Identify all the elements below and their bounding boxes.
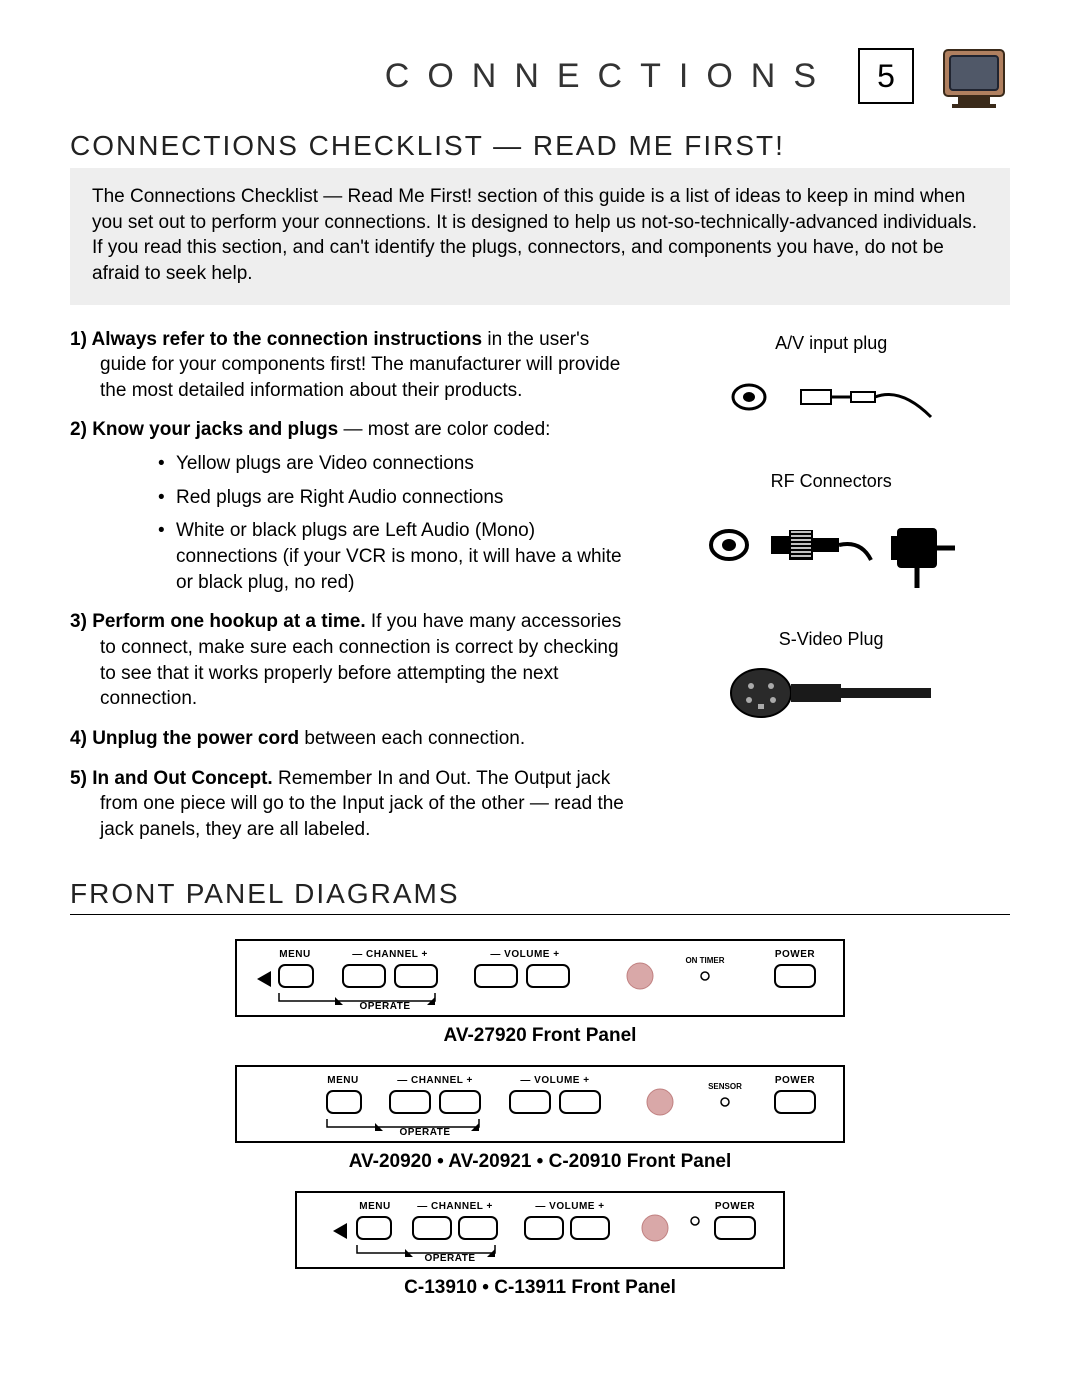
svg-text:— VOLUME +: — VOLUME +: [520, 1075, 589, 1086]
checklist-item-num: 4): [70, 728, 87, 749]
svg-text:OPERATE: OPERATE: [359, 1001, 410, 1012]
av-plug-icon: [721, 362, 941, 432]
page-number: 5: [877, 58, 895, 95]
svg-text:SENSOR: SENSOR: [708, 1082, 742, 1091]
svg-text:ON TIMER: ON TIMER: [685, 956, 724, 965]
svg-text:— CHANNEL +: — CHANNEL +: [397, 1075, 473, 1086]
plug-illustrations: A/V input plug RF Connectors: [652, 327, 1010, 857]
checklist-item-bold: In and Out Concept.: [92, 768, 273, 789]
front-panel-section: FRONT PANEL DIAGRAMS MENU — CHANNEL + — …: [70, 878, 1010, 1299]
checklist-item-1: 1) Always refer to the connection instru…: [70, 327, 624, 404]
checklist-item-3: 3) Perform one hookup at a time. If you …: [70, 609, 624, 712]
section-rule: [70, 914, 1010, 915]
checklist-item-bold: Perform one hookup at a time.: [92, 611, 365, 632]
panel-av27920-diagram: MENU — CHANNEL + — VOLUME + ON TIMER POW…: [235, 939, 845, 1017]
checklist-item-bold: Always refer to the connection instructi…: [91, 329, 482, 350]
panel-av20920: MENU — CHANNEL + — VOLUME + SENSOR POWER…: [70, 1065, 1010, 1173]
svg-text:— CHANNEL +: — CHANNEL +: [352, 949, 428, 960]
sublist-item: Yellow plugs are Video connections: [158, 451, 624, 477]
checklist-item-num: 3): [70, 611, 87, 632]
panel-c13910: MENU — CHANNEL + — VOLUME + POWER OPERAT…: [70, 1191, 1010, 1299]
page-header-title: CONNECTIONS: [385, 57, 834, 96]
checklist-heading: CONNECTIONS CHECKLIST — READ ME FIRST!: [70, 130, 1010, 162]
svg-text:MENU: MENU: [327, 1075, 358, 1086]
svg-text:POWER: POWER: [775, 1075, 816, 1086]
page-number-box: 5: [858, 48, 914, 104]
svg-text:POWER: POWER: [775, 949, 816, 960]
svg-text:— VOLUME +: — VOLUME +: [535, 1201, 604, 1212]
svideo-plug-icon: [721, 658, 941, 728]
sublist-item: White or black plugs are Left Audio (Mon…: [158, 518, 624, 595]
svg-text:— CHANNEL +: — CHANNEL +: [417, 1201, 493, 1212]
front-panel-heading: FRONT PANEL DIAGRAMS: [70, 878, 1010, 910]
checklist-intro: The Connections Checklist — Read Me Firs…: [70, 168, 1010, 305]
checklist-left-col: 1) Always refer to the connection instru…: [70, 327, 624, 857]
panel-av20920-diagram: MENU — CHANNEL + — VOLUME + SENSOR POWER…: [235, 1065, 845, 1143]
svg-text:OPERATE: OPERATE: [424, 1253, 475, 1264]
panel-caption: C-13910 • C-13911 Front Panel: [70, 1277, 1010, 1299]
checklist-item-num: 2): [70, 419, 87, 440]
rf-plug-label: RF Connectors: [652, 471, 1010, 492]
checklist-item-num: 1): [70, 329, 87, 350]
checklist-item-bold: Unplug the power cord: [92, 728, 299, 749]
checklist-item-rest: — most are color coded:: [338, 419, 550, 440]
panel-av27920: MENU — CHANNEL + — VOLUME + ON TIMER POW…: [70, 939, 1010, 1047]
panel-caption: AV-27920 Front Panel: [70, 1025, 1010, 1047]
checklist-item-4: 4) Unplug the power cord between each co…: [70, 726, 624, 752]
checklist-item-5: 5) In and Out Concept. Remember In and O…: [70, 766, 624, 843]
checklist-item-rest: between each connection.: [299, 728, 525, 749]
tv-icon: [938, 40, 1010, 112]
svg-text:— VOLUME +: — VOLUME +: [490, 949, 559, 960]
panel-c13910-diagram: MENU — CHANNEL + — VOLUME + POWER OPERAT…: [295, 1191, 785, 1269]
sublist-item: Red plugs are Right Audio connections: [158, 485, 624, 511]
svideo-plug-label: S-Video Plug: [652, 629, 1010, 650]
checklist-item-2: 2) Know your jacks and plugs — most are …: [70, 417, 624, 595]
av-plug-label: A/V input plug: [652, 333, 1010, 354]
svg-text:OPERATE: OPERATE: [399, 1127, 450, 1138]
svg-text:MENU: MENU: [279, 949, 310, 960]
checklist-section: CONNECTIONS CHECKLIST — READ ME FIRST! T…: [70, 130, 1010, 856]
page-header: CONNECTIONS 5: [70, 40, 1010, 112]
panel-caption: AV-20920 • AV-20921 • C-20910 Front Pane…: [70, 1151, 1010, 1173]
checklist-sublist: Yellow plugs are Video connections Red p…: [158, 451, 624, 595]
svg-text:MENU: MENU: [359, 1201, 390, 1212]
svg-text:POWER: POWER: [715, 1201, 756, 1212]
rf-plug-icon: [701, 500, 961, 590]
checklist-item-bold: Know your jacks and plugs: [92, 419, 338, 440]
checklist-item-num: 5): [70, 768, 87, 789]
checklist-columns: 1) Always refer to the connection instru…: [70, 327, 1010, 857]
